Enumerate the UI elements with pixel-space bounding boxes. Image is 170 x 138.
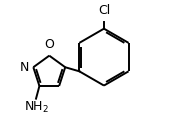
Text: O: O [44, 38, 54, 51]
Text: NH$_2$: NH$_2$ [23, 100, 48, 115]
Text: N: N [20, 61, 29, 74]
Text: Cl: Cl [98, 4, 110, 17]
